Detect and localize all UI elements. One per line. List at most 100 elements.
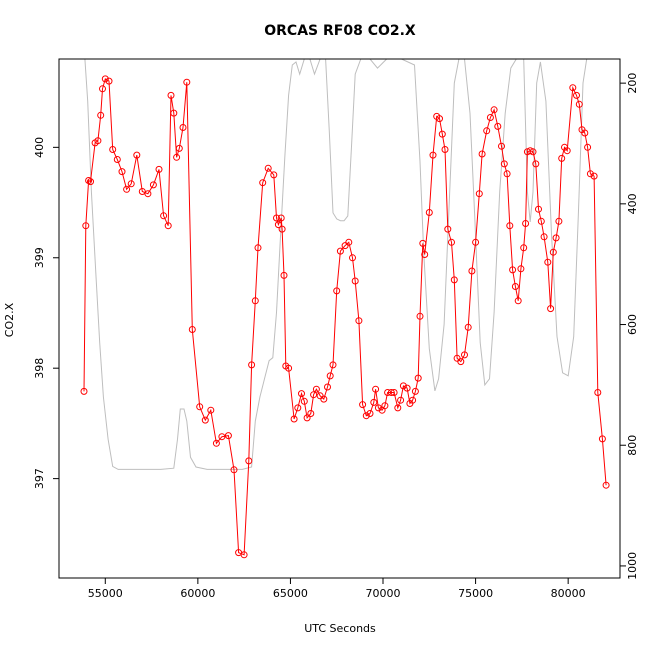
co2-point bbox=[170, 109, 178, 117]
co2-point bbox=[280, 271, 288, 279]
co2-point bbox=[494, 122, 502, 130]
co2-point bbox=[374, 404, 382, 412]
co2-point bbox=[285, 364, 293, 372]
co2-point bbox=[461, 351, 468, 359]
co2-point bbox=[188, 326, 196, 333]
co2-point bbox=[97, 111, 105, 119]
co2-point bbox=[303, 414, 311, 422]
co2-point bbox=[109, 146, 117, 153]
co2-point bbox=[540, 233, 548, 241]
co2-point bbox=[264, 164, 272, 172]
co2-point bbox=[522, 220, 530, 227]
co2-point bbox=[478, 150, 486, 158]
co2-point bbox=[569, 84, 577, 92]
co2-point bbox=[362, 412, 370, 420]
co2-point bbox=[329, 361, 337, 369]
co2-point bbox=[336, 247, 344, 255]
co2-point bbox=[87, 178, 94, 186]
x-tick-label: 75000 bbox=[458, 587, 493, 600]
co2-point bbox=[82, 222, 90, 230]
co2-point bbox=[498, 142, 505, 150]
axes: 55000 60000 65000 70000 75000 80000 397 398 399 4… bbox=[33, 58, 639, 600]
co2-point bbox=[80, 387, 88, 395]
co2-point bbox=[201, 416, 209, 424]
co2-point bbox=[113, 156, 121, 163]
co2-point bbox=[254, 244, 262, 252]
co2-point bbox=[397, 396, 405, 404]
co2-point bbox=[324, 383, 331, 391]
co2-point bbox=[598, 435, 606, 443]
plot-frame bbox=[58, 58, 621, 579]
co2-point bbox=[230, 466, 238, 474]
co2-point bbox=[270, 171, 278, 179]
co2-point bbox=[450, 276, 458, 284]
co2-point bbox=[511, 283, 519, 290]
co2-point bbox=[464, 323, 472, 331]
co2-point bbox=[164, 222, 172, 230]
co2-point bbox=[310, 391, 318, 399]
y2-tick-label: 800 bbox=[626, 435, 639, 456]
co2-point bbox=[127, 180, 135, 188]
co2-point bbox=[218, 433, 226, 441]
co2-point bbox=[483, 127, 491, 135]
y-tick-label: 400 bbox=[33, 137, 46, 158]
co2-point bbox=[294, 404, 302, 412]
co2-point bbox=[594, 389, 602, 396]
co2-point bbox=[349, 254, 356, 262]
x-axis-label: UTC Seconds bbox=[304, 622, 376, 635]
co2-point bbox=[387, 389, 395, 396]
co2-point bbox=[486, 114, 494, 121]
co2-point bbox=[506, 222, 514, 230]
co2-point bbox=[245, 457, 253, 465]
co2-point bbox=[101, 75, 109, 83]
co2-point bbox=[537, 217, 545, 225]
x-tick-label: 60000 bbox=[180, 587, 215, 600]
co2-point bbox=[411, 387, 419, 395]
co2-point bbox=[320, 395, 328, 403]
co2-point bbox=[509, 266, 517, 274]
co2-point bbox=[549, 248, 557, 256]
y-axis-label: CO2.X bbox=[3, 302, 16, 337]
co2-point bbox=[224, 432, 232, 440]
co2-point bbox=[558, 154, 566, 162]
pressure-line bbox=[84, 59, 593, 470]
co2-point bbox=[448, 238, 455, 246]
co2-point bbox=[307, 410, 315, 417]
co2-point bbox=[555, 217, 563, 225]
co2-point bbox=[351, 277, 359, 285]
co2-point bbox=[381, 402, 389, 410]
co2-point bbox=[94, 137, 102, 145]
co2-point bbox=[155, 165, 163, 173]
co2-point bbox=[602, 481, 610, 489]
co2-point bbox=[517, 265, 525, 273]
co2-point bbox=[207, 406, 215, 414]
co2-point bbox=[514, 297, 522, 305]
co2-point bbox=[144, 190, 152, 198]
co2-line bbox=[83, 78, 607, 556]
co2-point bbox=[457, 358, 465, 366]
co2-point bbox=[99, 85, 106, 93]
co2-point bbox=[581, 129, 589, 137]
co2-point bbox=[248, 361, 256, 369]
co2-point bbox=[183, 78, 191, 86]
co2-point bbox=[573, 91, 580, 99]
co2-point bbox=[370, 398, 378, 406]
co2-point bbox=[529, 148, 537, 156]
x-tick-label: 80000 bbox=[551, 587, 586, 600]
co2-point bbox=[416, 312, 424, 320]
co2-point bbox=[535, 205, 542, 213]
co2-point bbox=[444, 225, 452, 233]
co2-point bbox=[149, 181, 157, 189]
co2-point bbox=[290, 415, 298, 423]
y2-tick-label: 1000 bbox=[626, 552, 639, 580]
y-tick-label: 397 bbox=[33, 468, 46, 489]
co2-point bbox=[105, 77, 113, 85]
co2-point bbox=[175, 144, 183, 152]
co2-point bbox=[259, 179, 267, 187]
co2-point bbox=[500, 160, 508, 168]
co2-point bbox=[118, 168, 126, 176]
co2-point bbox=[355, 317, 363, 325]
x-tick-label: 70000 bbox=[366, 587, 401, 600]
co2-series bbox=[80, 75, 610, 559]
